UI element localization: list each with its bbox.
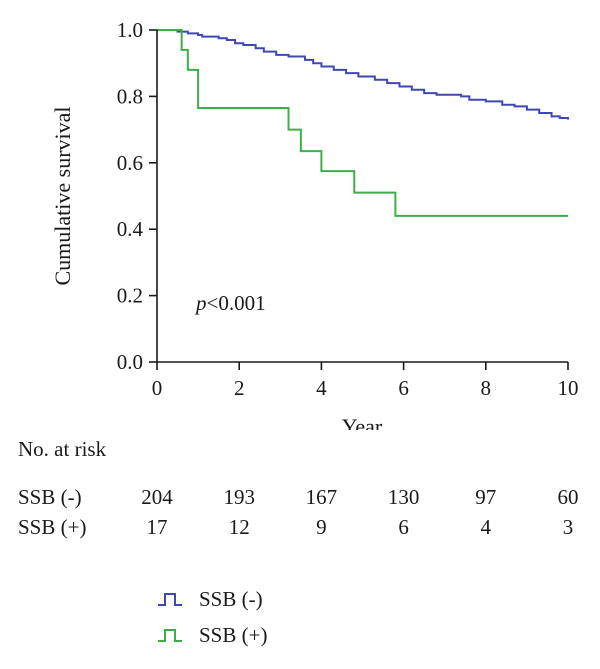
y-tick-label: 0.2 [117, 284, 143, 308]
x-tick-label: 6 [398, 376, 409, 400]
y-tick-label: 0.0 [117, 350, 143, 374]
survival-chart: 0.0 0.2 0.4 0.6 0.8 1.0 0 2 4 6 8 10 Cumulative su… [50, 18, 579, 430]
risk-count: 204 [141, 485, 173, 509]
risk-count: 193 [223, 485, 255, 509]
y-tick-label: 0.8 [117, 84, 143, 108]
x-tick-label: 8 [481, 376, 492, 400]
y-tick-label: 1.0 [117, 18, 143, 42]
risk-count: 60 [557, 485, 579, 509]
risk-count: 130 [387, 485, 420, 509]
x-axis-label: Year [342, 414, 383, 430]
risk-table-title: No. at risk [18, 437, 107, 461]
risk-count: 6 [398, 515, 409, 539]
risk-count: 17 [146, 515, 168, 539]
risk-row-label: SSB (+) [18, 515, 87, 539]
risk-count: 9 [316, 515, 327, 539]
y-tick-label: 0.4 [117, 217, 144, 241]
x-tick-label: 10 [558, 376, 579, 400]
x-tick-label: 0 [152, 376, 163, 400]
risk-row-label: SSB (-) [18, 485, 82, 509]
legend-label: SSB (-) [199, 587, 263, 611]
risk-count: 97 [475, 485, 497, 509]
x-tick-label: 2 [234, 376, 245, 400]
risk-row: SSB (+) 17 12 9 6 4 3 [0, 515, 600, 545]
x-ticks: 0 2 4 6 8 10 [152, 362, 579, 400]
legend-label: SSB (+) [199, 623, 268, 647]
y-tick-label: 0.6 [117, 151, 143, 175]
series-layer [157, 29, 569, 217]
risk-count: 4 [480, 515, 492, 539]
survival-curve-1 [157, 29, 568, 217]
legend-step-icon [158, 593, 182, 606]
y-ticks: 0.0 0.2 0.4 0.6 0.8 1.0 [117, 18, 157, 374]
risk-count: 167 [305, 485, 338, 509]
x-tick-label: 4 [316, 376, 327, 400]
survival-curve-0 [157, 29, 569, 120]
risk-count: 12 [228, 515, 250, 539]
legend-step-icon [158, 629, 182, 642]
y-axis-label: Cumulative survival [50, 106, 75, 285]
risk-row: SSB (-) 204 193 167 130 97 60 [0, 485, 600, 515]
risk-count: 3 [562, 515, 574, 539]
p-value-annotation: p<0.001 [194, 291, 266, 315]
